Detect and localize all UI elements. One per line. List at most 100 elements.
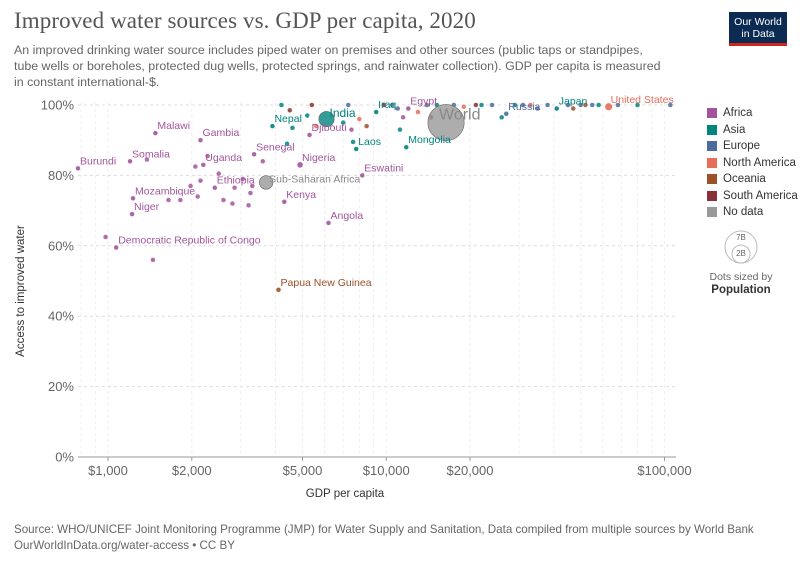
size-legend-variable: Population: [706, 284, 776, 296]
data-point: [424, 102, 430, 108]
point-label: Burundi: [80, 155, 116, 167]
data-point: [246, 202, 252, 208]
data-point: [313, 123, 319, 129]
legend-item[interactable]: Europe: [707, 138, 798, 155]
data-point-malawi: [152, 130, 158, 136]
legend-label: North America: [723, 156, 796, 169]
data-point-world: [427, 104, 465, 142]
data-point: [284, 141, 290, 147]
data-point: [260, 158, 266, 164]
data-point: [249, 183, 255, 189]
data-point-russia: [503, 111, 509, 117]
size-legend-circles: 7B 2B: [724, 230, 758, 264]
x-tick-label: $5,000: [283, 463, 323, 478]
point-label: Russia: [508, 101, 540, 113]
data-point: [348, 127, 355, 133]
data-point: [289, 125, 295, 131]
data-point: [415, 109, 421, 115]
data-point-laos: [353, 146, 359, 152]
chart-title: Improved water sources vs. GDP per capit…: [14, 8, 476, 33]
data-point-djibouti: [306, 132, 313, 138]
data-point: [634, 102, 641, 108]
data-point: [397, 127, 403, 133]
data-point-nigeria: [296, 161, 304, 168]
y-tick-label: 0%: [55, 450, 74, 465]
data-point: [400, 114, 406, 120]
data-point-kenya: [281, 199, 287, 205]
data-point: [489, 102, 495, 108]
point-label: Papua New Guinea: [281, 277, 372, 289]
legend-label: Asia: [723, 123, 746, 136]
point-label: Gambia: [203, 127, 240, 139]
y-axis-title: Access to improved water: [15, 225, 27, 357]
legend-item[interactable]: Oceania: [707, 171, 798, 188]
x-axis-title: GDP per capita: [306, 488, 385, 500]
data-point-mozambique: [130, 195, 136, 201]
legend-item[interactable]: Africa: [707, 105, 798, 122]
legend-label: Oceania: [723, 173, 766, 186]
size-circle-small: [731, 244, 751, 264]
data-point: [545, 102, 551, 108]
x-tick-label: $10,000: [363, 463, 410, 478]
data-point: [177, 197, 183, 203]
data-point: [667, 102, 673, 108]
data-point: [247, 190, 253, 196]
legend-swatch: [707, 141, 717, 152]
point-label: Laos: [358, 136, 381, 148]
point-label: Djibouti: [312, 122, 347, 134]
data-point: [527, 102, 534, 108]
y-tick-label: 80%: [48, 168, 74, 183]
legend-item[interactable]: North America: [707, 155, 798, 172]
legend-swatch: [707, 108, 717, 119]
data-point: [188, 183, 194, 189]
footer-license[interactable]: OurWorldInData.org/water-access • CC BY: [14, 539, 235, 552]
legend-swatch: [707, 124, 717, 135]
logo-line-1: Our World: [734, 16, 782, 28]
data-point: [205, 153, 211, 159]
data-point: [232, 185, 238, 191]
data-point: [309, 102, 315, 108]
data-point-angola: [325, 220, 332, 226]
size-legend-caption: Dots sized by: [709, 271, 773, 283]
point-label: Eswatini: [364, 162, 403, 174]
point-label: Mongolia: [408, 134, 451, 146]
data-point: [395, 105, 401, 112]
owid-logo[interactable]: Our World in Data: [729, 12, 787, 46]
data-point: [461, 104, 467, 110]
footer-source: Source: WHO/UNICEF Joint Monitoring Prog…: [14, 523, 754, 536]
legend-item[interactable]: No data: [707, 204, 798, 221]
legend-swatch: [707, 157, 717, 168]
legend-item[interactable]: Asia: [707, 122, 798, 139]
y-tick-label: 100%: [41, 98, 75, 113]
data-point: [499, 114, 505, 120]
legend-swatch: [707, 207, 717, 218]
legend-label: Europe: [723, 140, 761, 153]
data-point: [381, 102, 387, 108]
point-label: Senegal: [256, 141, 295, 153]
y-tick-label: 60%: [48, 238, 74, 253]
x-tick-label: $2,000: [172, 463, 212, 478]
data-point-iraq: [373, 109, 379, 115]
data-point: [570, 105, 576, 112]
data-point-somalia: [127, 158, 133, 164]
data-point: [144, 157, 150, 163]
point-label: Niger: [134, 201, 160, 213]
color-legend: Africa Asia Europe North America Oceania…: [707, 105, 798, 221]
size-label-large: 7B: [736, 233, 746, 242]
data-point: [150, 257, 156, 263]
data-point: [192, 164, 198, 170]
point-label: Somalia: [132, 148, 170, 160]
footer: Source: WHO/UNICEF Joint Monitoring Prog…: [14, 522, 754, 554]
x-tick-label: $1,000: [88, 463, 128, 478]
data-point-senegal: [251, 151, 257, 157]
data-point: [165, 197, 172, 203]
data-point: [473, 102, 479, 108]
point-label: Japan: [559, 96, 588, 108]
data-point-egypt: [405, 105, 411, 112]
legend-item[interactable]: South America: [707, 188, 798, 205]
point-label: Sub-Saharan Africa: [269, 173, 360, 185]
data-point-sub-saharan-africa: [258, 175, 274, 190]
data-point: [216, 171, 222, 177]
y-tick-label: 40%: [48, 309, 74, 324]
point-label: Egypt: [410, 96, 437, 108]
